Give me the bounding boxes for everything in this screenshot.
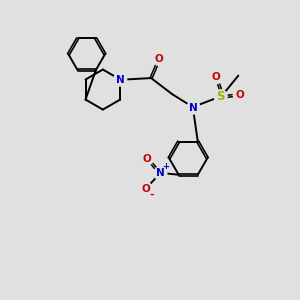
Circle shape — [139, 182, 152, 195]
Text: N: N — [189, 103, 198, 112]
Text: O: O — [143, 154, 152, 164]
Text: N: N — [156, 168, 165, 178]
Circle shape — [214, 90, 227, 103]
Circle shape — [210, 71, 223, 84]
Text: -: - — [149, 190, 154, 200]
Text: S: S — [216, 90, 225, 103]
Text: +: + — [162, 162, 169, 171]
Circle shape — [141, 152, 154, 165]
Circle shape — [153, 52, 166, 65]
Text: O: O — [155, 54, 164, 64]
Circle shape — [154, 167, 167, 180]
Text: O: O — [141, 184, 150, 194]
Circle shape — [233, 88, 246, 101]
Text: O: O — [236, 90, 244, 100]
Text: O: O — [212, 72, 220, 82]
Text: N: N — [116, 74, 124, 85]
Circle shape — [114, 73, 127, 86]
Circle shape — [187, 101, 200, 114]
